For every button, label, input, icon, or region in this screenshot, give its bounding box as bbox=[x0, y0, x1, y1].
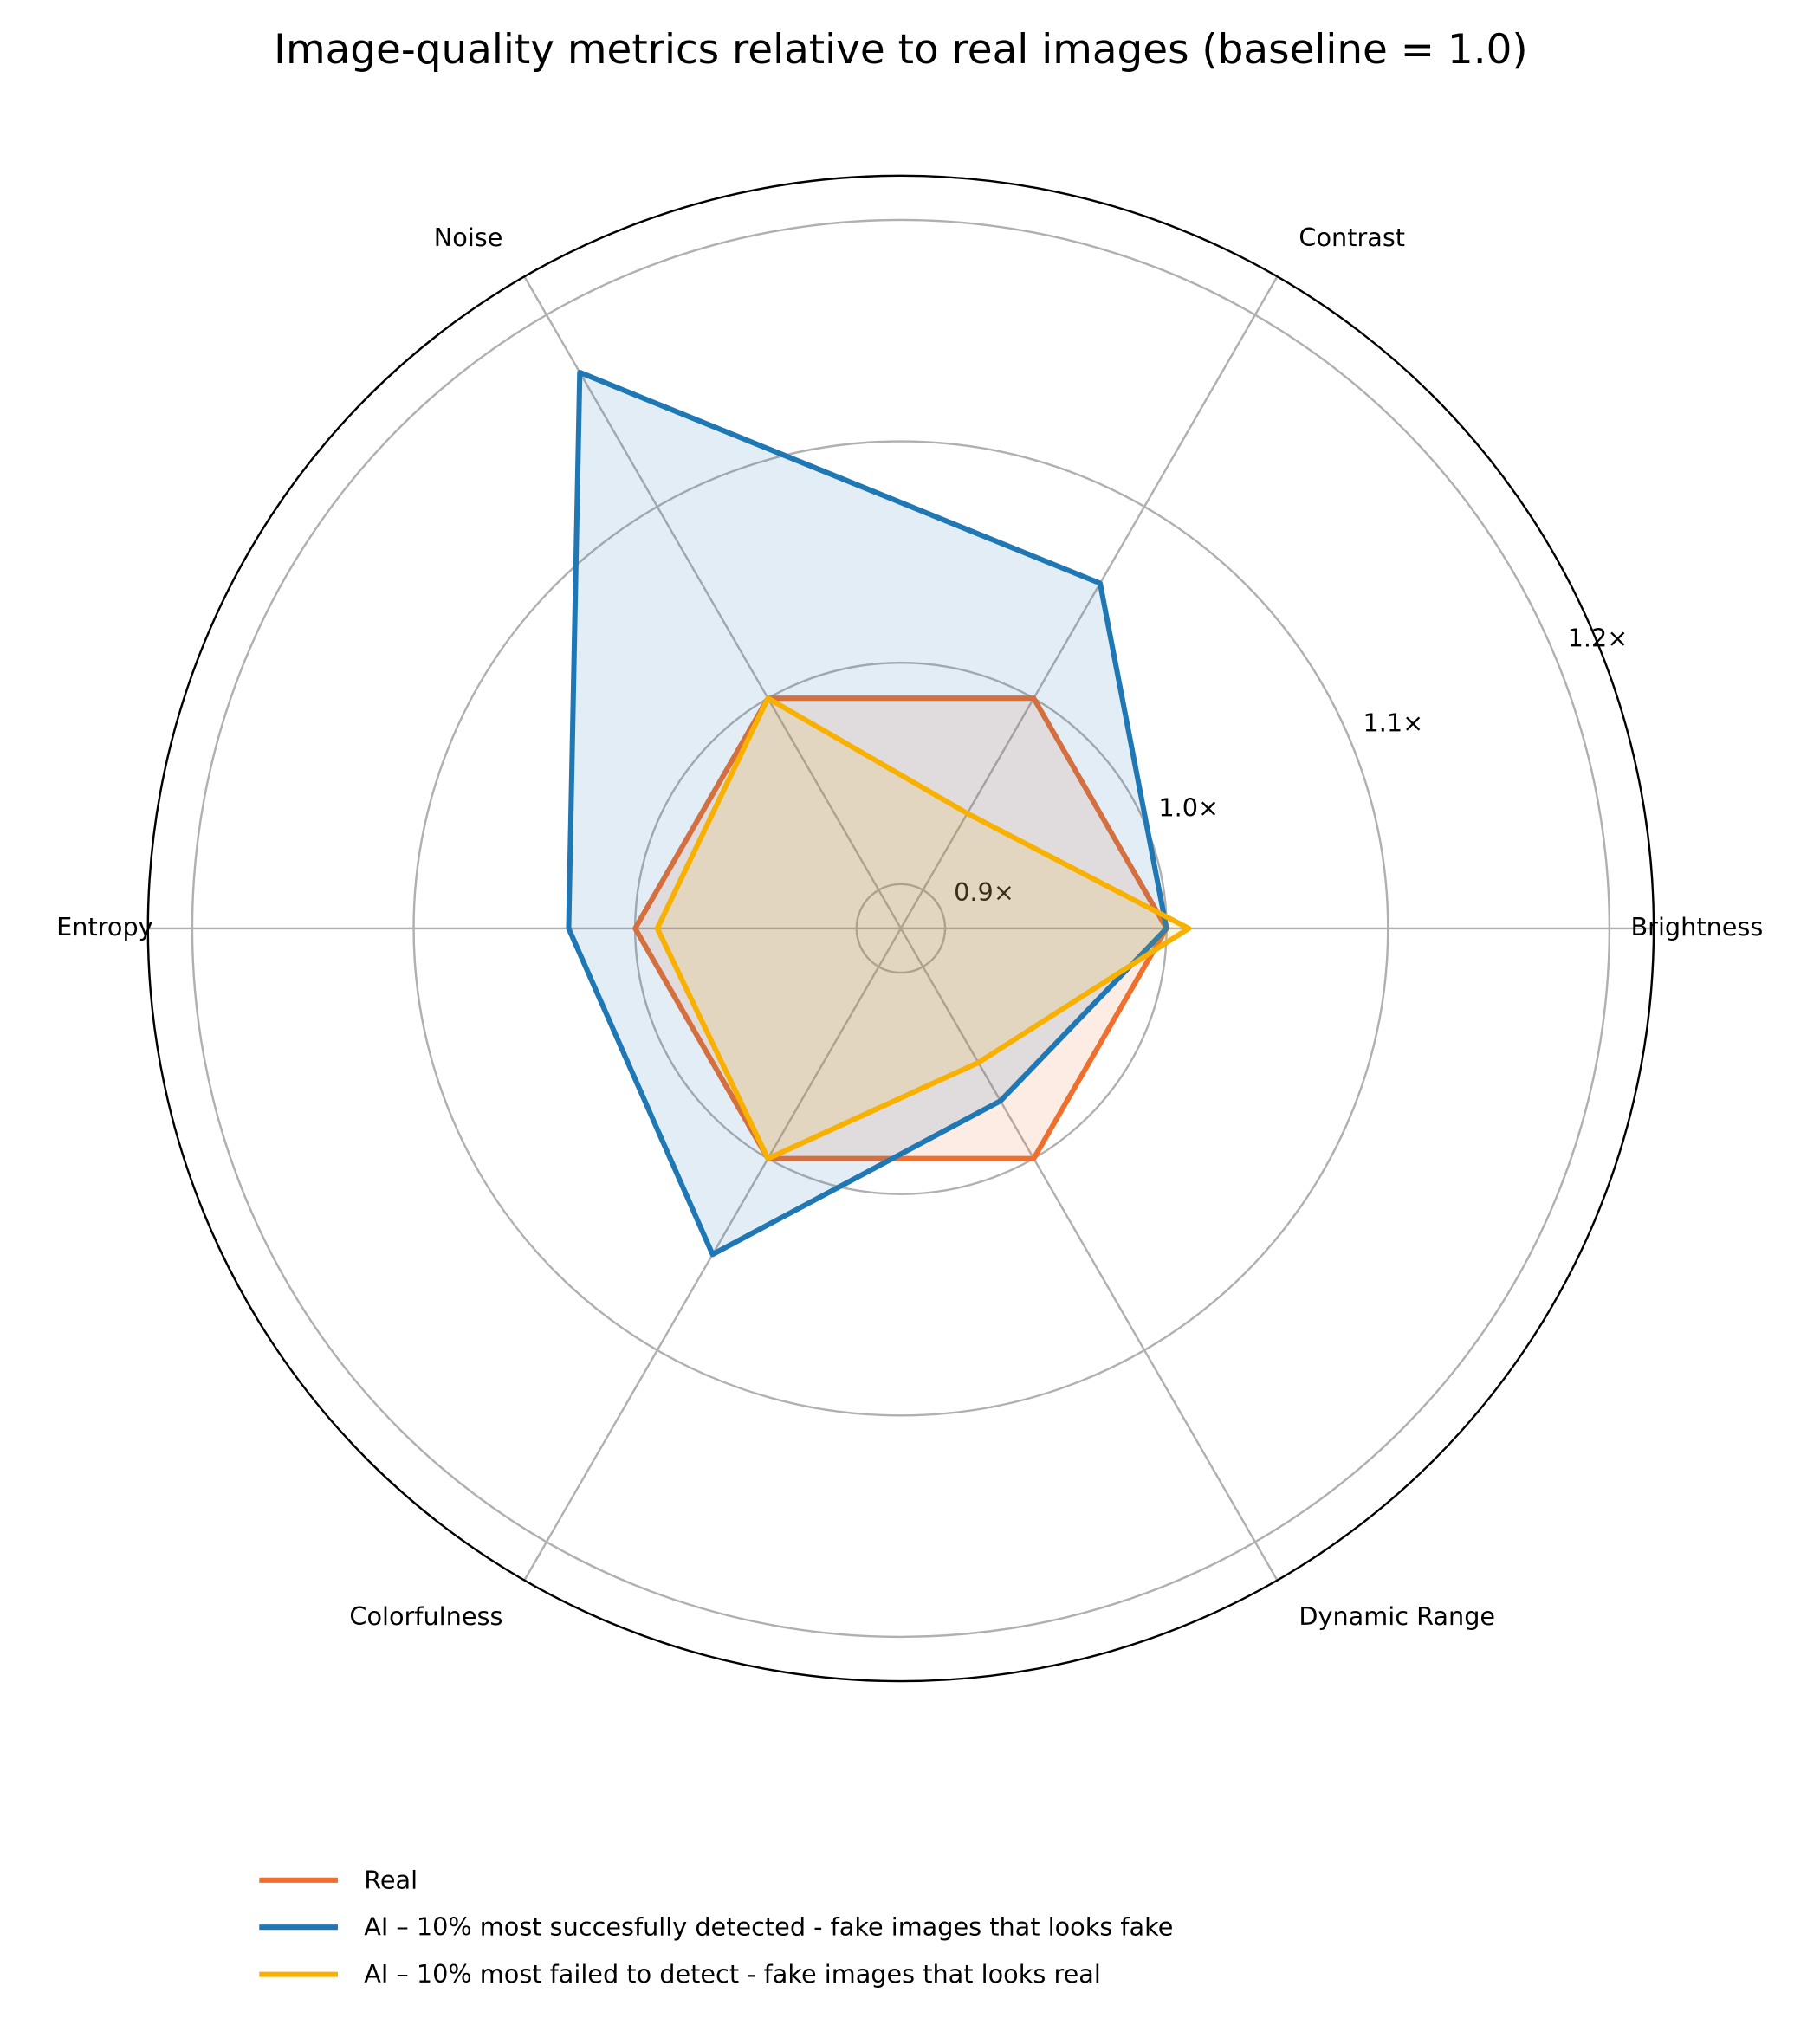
r-tick-label: 1.2× bbox=[1568, 624, 1629, 653]
category-label: Dynamic Range bbox=[1299, 1601, 1495, 1631]
category-label: Brightness bbox=[1630, 912, 1763, 941]
series-area bbox=[635, 698, 1167, 1159]
legend-label: AI – 10% most failed to detect - fake im… bbox=[364, 1959, 1101, 1989]
r-tick-label: 1.0× bbox=[1158, 792, 1219, 822]
series-area bbox=[568, 372, 1167, 1255]
r-tick-label: 1.1× bbox=[1363, 708, 1424, 737]
category-label: Noise bbox=[434, 223, 503, 252]
spoke bbox=[899, 928, 1279, 1582]
legend-label: Real bbox=[364, 1865, 418, 1894]
category-label: Colorfulness bbox=[349, 1601, 502, 1631]
series-line bbox=[566, 369, 1169, 1258]
series-line bbox=[632, 695, 1169, 1161]
series-line bbox=[654, 695, 1192, 1161]
legend-label: AI – 10% most succesfully detected - fak… bbox=[364, 1912, 1173, 1942]
r-tick-label: 0.9× bbox=[954, 877, 1014, 907]
spoke bbox=[899, 275, 1279, 929]
outer-frame bbox=[146, 174, 1655, 1683]
chart-title: Image-quality metrics relative to real i… bbox=[274, 27, 1528, 74]
series-area bbox=[657, 698, 1189, 1159]
category-label: Contrast bbox=[1299, 223, 1405, 252]
spoke bbox=[523, 275, 902, 929]
category-label: Entropy bbox=[56, 912, 153, 941]
